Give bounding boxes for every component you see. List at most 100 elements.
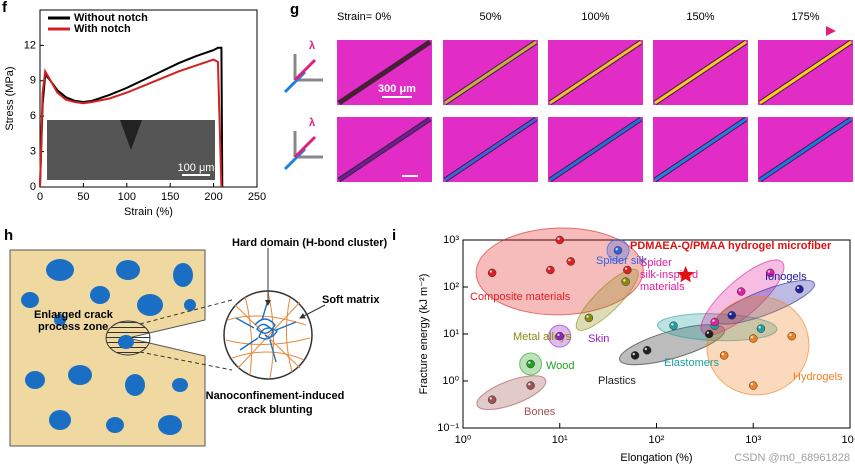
data-point	[669, 321, 678, 330]
data-point	[795, 284, 804, 294]
y-tick-label: 6	[30, 110, 36, 122]
panel-label: h	[4, 227, 13, 244]
data-point	[487, 268, 497, 278]
strain-label: 150%	[686, 11, 714, 23]
x-tick-label: 10¹	[552, 434, 568, 446]
point-highlight	[489, 270, 493, 273]
x-tick-label: 150	[161, 191, 179, 203]
inset-scale-label: 100 μm	[178, 162, 215, 174]
x-tick-label: 10⁰	[455, 434, 472, 446]
lambda-label: λ	[309, 40, 315, 52]
y-axis-label: Fracture energy (kJ m⁻²)	[418, 274, 430, 395]
panel-label: g	[290, 1, 299, 18]
x-tick-label: 50	[77, 191, 89, 203]
x-tick-label: 10²	[649, 434, 665, 446]
group-label: Spider silk	[596, 255, 647, 267]
data-point	[787, 331, 797, 341]
data-point	[704, 329, 714, 339]
point-highlight	[568, 258, 571, 262]
data-point	[526, 381, 535, 390]
data-point	[756, 324, 766, 333]
point-highlight	[644, 347, 648, 351]
group-label: Bones	[524, 406, 556, 418]
panel-label: f	[2, 0, 8, 16]
x-tick-label: 10³	[745, 434, 761, 446]
fiber	[654, 117, 747, 182]
data-point	[719, 351, 729, 360]
group-label: Elastomers	[664, 357, 720, 369]
process-zone-label: process zone	[38, 321, 108, 333]
group-label: Composite materials	[470, 291, 571, 303]
strain-label: Strain= 0%	[337, 11, 391, 23]
data-point	[642, 346, 652, 355]
point-highlight	[789, 333, 792, 337]
data-point	[621, 277, 630, 286]
x-tick-label: 10⁴	[842, 434, 855, 446]
group-region	[475, 227, 644, 316]
data-point	[710, 317, 719, 327]
blunting-label: crack blunting	[237, 404, 312, 416]
x-tick-label: 250	[248, 191, 266, 203]
legend-label: Without notch	[74, 12, 148, 24]
fiber	[549, 40, 642, 105]
plot-frame	[39, 9, 258, 188]
y-tick-label: 10³	[443, 234, 459, 246]
point-highlight	[557, 237, 560, 240]
group-label: Skin	[588, 333, 609, 345]
x-axis-label: Strain (%)	[124, 206, 173, 218]
y-tick-label: 10⁻¹	[437, 422, 459, 434]
point-highlight	[632, 352, 635, 356]
fiber	[338, 117, 431, 182]
data-line	[39, 58, 223, 188]
soft-matrix-label: Soft matrix	[322, 294, 380, 306]
y-axis-label: Stress (MPa)	[4, 66, 16, 130]
fiber	[444, 117, 537, 182]
data-point	[630, 351, 640, 360]
point-highlight	[758, 326, 761, 329]
point-highlight	[528, 361, 531, 364]
lambda-label: λ	[309, 117, 315, 129]
group-label: Ionogels	[765, 271, 807, 283]
y-tick-label: 12	[24, 39, 36, 51]
analyzer-icon	[293, 135, 317, 159]
point-highlight	[557, 333, 560, 337]
strain-label: 50%	[479, 11, 501, 23]
data-point	[487, 395, 497, 404]
group-label: Wood	[546, 360, 575, 372]
watermark: CSDN @m0_68961828	[734, 452, 850, 464]
data-point	[555, 331, 564, 341]
point-highlight	[738, 289, 742, 292]
fiber	[759, 117, 852, 182]
strain-label: 175%	[791, 11, 819, 23]
x-tick-label: 0	[37, 191, 43, 203]
star-marker	[677, 266, 695, 283]
point-highlight	[615, 247, 618, 251]
inset-notch	[120, 120, 142, 150]
point-highlight	[712, 319, 715, 322]
group-label: PDMAEA-Q/PMAA hydrogel microfiber	[630, 240, 832, 252]
arrow-head	[826, 26, 836, 36]
point-highlight	[750, 336, 754, 339]
point-highlight	[721, 352, 725, 356]
data-point	[546, 265, 555, 275]
y-tick-label: 10¹	[443, 328, 459, 340]
point-highlight	[528, 383, 531, 386]
point-highlight	[796, 286, 800, 290]
data-point	[749, 334, 758, 343]
point-highlight	[624, 267, 628, 270]
y-tick-label: 0	[30, 181, 36, 193]
data-point	[584, 313, 594, 323]
data-point	[526, 359, 535, 369]
group-region	[706, 296, 810, 396]
group-region	[619, 324, 726, 366]
group-label: Plastics	[598, 375, 636, 387]
point-highlight	[706, 331, 710, 334]
data-point	[727, 311, 737, 320]
group-label: Hydrogels	[793, 371, 843, 383]
panel-label: i	[392, 227, 396, 244]
point-highlight	[586, 315, 589, 318]
group-region	[700, 259, 785, 336]
fiber	[549, 117, 642, 182]
point-highlight	[767, 270, 771, 273]
